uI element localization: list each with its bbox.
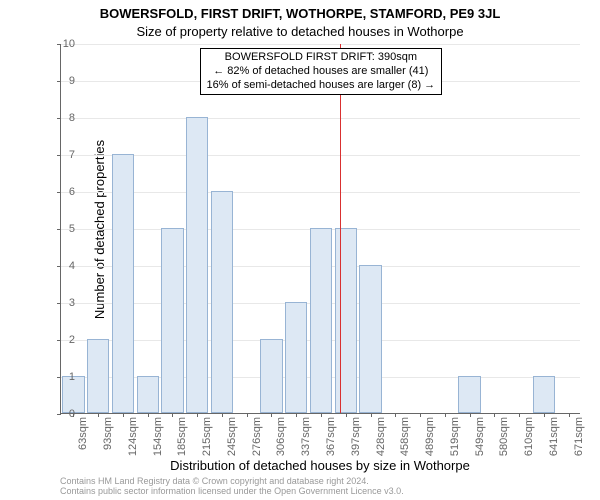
xtick-mark [197,413,198,417]
xtick-label: 93sqm [102,413,114,450]
bar [211,191,233,413]
ytick-label: 2 [45,334,75,346]
xtick-label: 306sqm [275,413,287,456]
xtick-label: 458sqm [399,413,411,456]
bar [310,228,332,413]
x-axis-label: Distribution of detached houses by size … [60,458,580,473]
xtick-mark [247,413,248,417]
xtick-mark [271,413,272,417]
ytick-label: 5 [45,223,75,235]
xtick-mark [569,413,570,417]
xtick-mark [544,413,545,417]
bar [112,154,134,413]
bar [533,376,555,413]
chart-container: BOWERSFOLD, FIRST DRIFT, WOTHORPE, STAMF… [0,0,600,500]
xtick-label: 337sqm [300,413,312,456]
xtick-label: 489sqm [424,413,436,456]
xtick-label: 367sqm [325,413,337,456]
bar [335,228,357,413]
xtick-mark [172,413,173,417]
xtick-mark [222,413,223,417]
ytick-label: 0 [45,408,75,420]
bar [285,302,307,413]
chart-title: BOWERSFOLD, FIRST DRIFT, WOTHORPE, STAMF… [0,6,600,21]
bar [458,376,480,413]
xtick-label: 154sqm [152,413,164,456]
xtick-label: 549sqm [474,413,486,456]
ytick-label: 8 [45,112,75,124]
xtick-label: 63sqm [77,413,89,450]
xtick-mark [395,413,396,417]
xtick-label: 641sqm [548,413,560,456]
xtick-label: 276sqm [251,413,263,456]
ytick-label: 9 [45,75,75,87]
bar [359,265,381,413]
xtick-label: 215sqm [201,413,213,456]
bar [260,339,282,413]
xtick-label: 428sqm [375,413,387,456]
annotation-line: BOWERSFOLD FIRST DRIFT: 390sqm [207,51,436,65]
xtick-mark [519,413,520,417]
xtick-mark [371,413,372,417]
xtick-mark [123,413,124,417]
xtick-label: 580sqm [498,413,510,456]
ytick-label: 10 [45,38,75,50]
xtick-mark [420,413,421,417]
annotation-line: 16% of semi-detached houses are larger (… [207,79,436,93]
bar [87,339,109,413]
plot-area: 63sqm93sqm124sqm154sqm185sqm215sqm245sqm… [60,44,580,414]
xtick-mark [346,413,347,417]
xtick-mark [148,413,149,417]
annotation-box: BOWERSFOLD FIRST DRIFT: 390sqm← 82% of d… [200,48,443,95]
xtick-label: 245sqm [226,413,238,456]
xtick-mark [296,413,297,417]
xtick-mark [445,413,446,417]
footer-line-1: Contains HM Land Registry data © Crown c… [60,476,580,486]
ytick-label: 3 [45,297,75,309]
reference-line [340,44,341,413]
bar [186,117,208,413]
ytick-label: 7 [45,149,75,161]
gridline [61,44,580,45]
gridline [61,155,580,156]
gridline [61,118,580,119]
footer-attribution: Contains HM Land Registry data © Crown c… [60,476,580,497]
xtick-mark [321,413,322,417]
gridline [61,192,580,193]
xtick-label: 610sqm [523,413,535,456]
xtick-label: 397sqm [350,413,362,456]
xtick-mark [98,413,99,417]
annotation-line: ← 82% of detached houses are smaller (41… [207,65,436,79]
xtick-mark [494,413,495,417]
ytick-label: 4 [45,260,75,272]
xtick-label: 671sqm [573,413,585,456]
ytick-label: 1 [45,371,75,383]
xtick-label: 124sqm [127,413,139,456]
ytick-label: 6 [45,186,75,198]
xtick-label: 519sqm [449,413,461,456]
xtick-mark [470,413,471,417]
footer-line-2: Contains public sector information licen… [60,486,580,496]
bar [161,228,183,413]
bar [137,376,159,413]
xtick-label: 185sqm [176,413,188,456]
chart-subtitle: Size of property relative to detached ho… [0,24,600,39]
